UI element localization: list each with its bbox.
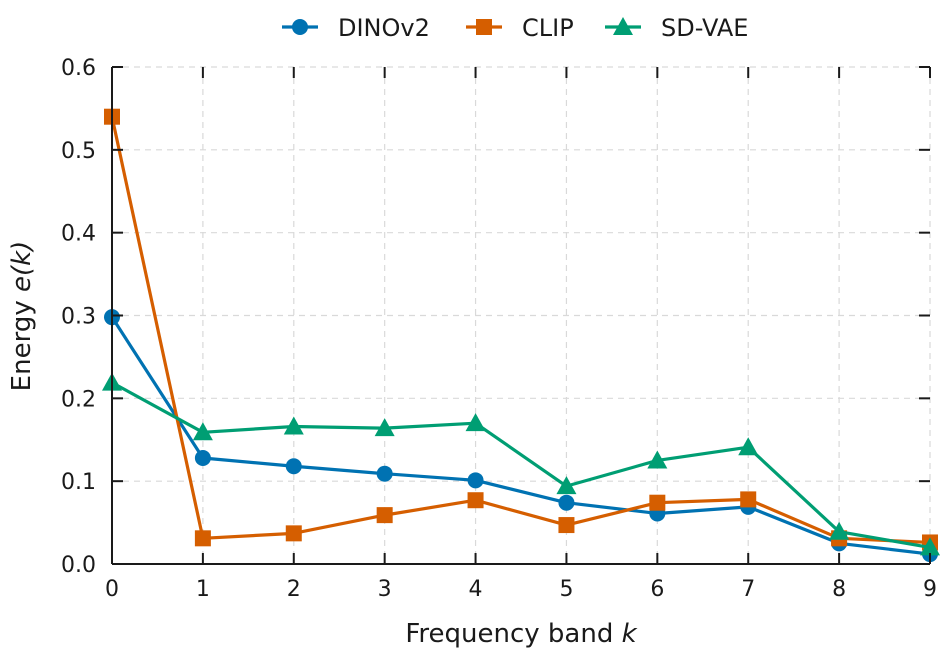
data-point <box>920 537 940 556</box>
data-point <box>467 492 484 509</box>
data-point <box>376 465 393 482</box>
x-tick-label: 3 <box>378 577 392 602</box>
legend-label: SD-VAE <box>661 14 748 42</box>
y-axis-label: Energy e(k) <box>7 241 37 392</box>
data-point <box>558 494 575 511</box>
legend-marker <box>476 19 492 35</box>
legend-item: DINOv2 <box>282 14 430 42</box>
series-clip <box>104 108 938 551</box>
legend-marker <box>292 19 308 35</box>
series-line <box>110 116 931 545</box>
data-point <box>829 521 850 540</box>
x-tick-label: 5 <box>559 577 573 602</box>
legend-label: DINOv2 <box>338 14 430 42</box>
y-tick-label: 0.3 <box>61 305 96 330</box>
data-point <box>194 530 211 547</box>
data-point <box>465 413 486 432</box>
series-dinov2 <box>104 309 938 563</box>
y-tick-label: 0.2 <box>61 387 96 412</box>
x-tick-label: 2 <box>287 577 301 602</box>
x-tick-label: 4 <box>469 577 483 602</box>
series-line <box>110 316 931 556</box>
data-point <box>192 422 213 441</box>
series-layer <box>102 108 940 563</box>
data-point <box>285 525 302 542</box>
data-point <box>194 449 211 466</box>
legend-item: CLIP <box>466 14 574 42</box>
y-tick-label: 0.6 <box>61 56 96 81</box>
y-tick-label: 0.1 <box>61 470 96 495</box>
x-tick-label: 6 <box>650 577 664 602</box>
series-line <box>111 381 931 550</box>
y-tick-label: 0.0 <box>61 553 96 578</box>
data-point <box>558 517 575 534</box>
legend: DINOv2 CLIP SD-VAE <box>282 14 748 42</box>
data-point <box>374 418 395 437</box>
tick-labels: 0 1 2 3 4 5 6 7 8 9 0.0 0.1 0.2 0.3 0.4 0.5 0.6 <box>61 56 937 602</box>
legend-marker <box>613 17 633 35</box>
legend-label: CLIP <box>522 14 574 42</box>
x-axis-label: Frequency band k <box>405 619 637 649</box>
y-tick-label: 0.5 <box>61 139 96 164</box>
x-tick-label: 0 <box>105 577 119 602</box>
data-point <box>376 507 393 524</box>
y-tick-label: 0.4 <box>61 222 96 247</box>
x-tick-label: 8 <box>832 577 846 602</box>
x-tick-label: 9 <box>923 577 937 602</box>
data-point <box>649 494 666 511</box>
data-point <box>738 437 759 456</box>
x-tick-label: 1 <box>196 577 210 602</box>
data-point <box>740 491 757 508</box>
grid-lines <box>111 66 931 565</box>
data-point <box>556 476 577 495</box>
data-point <box>467 472 484 489</box>
data-point <box>283 416 304 435</box>
data-point <box>647 450 668 469</box>
x-tick-label: 7 <box>741 577 755 602</box>
axes <box>111 66 931 565</box>
data-point <box>285 458 302 475</box>
legend-item: SD-VAE <box>605 14 748 42</box>
series-sd-vae <box>102 372 940 556</box>
